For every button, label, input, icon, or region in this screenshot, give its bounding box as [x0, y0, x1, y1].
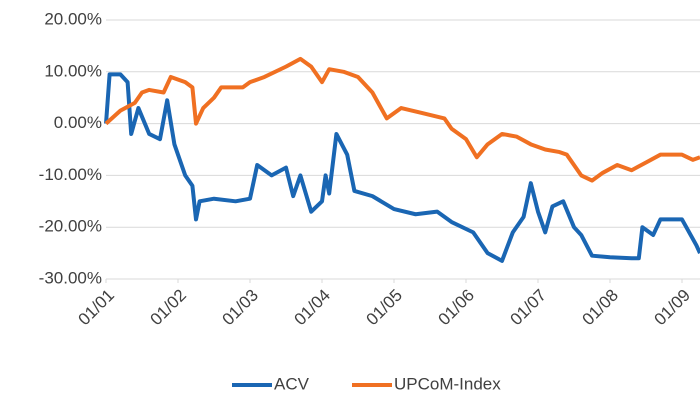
y-tick-label: -20.00% — [39, 217, 102, 236]
x-tick-label: 01/09 — [650, 286, 694, 330]
plot-area — [104, 56, 700, 263]
y-tick-label: 10.00% — [44, 61, 102, 80]
x-tick-label: 01/07 — [506, 286, 550, 330]
x-tick-label: 01/01 — [74, 286, 118, 330]
y-tick-label: -30.00% — [39, 268, 102, 287]
x-tick-label: 01/04 — [290, 286, 334, 330]
x-tick-label: 01/02 — [146, 286, 190, 330]
x-tick-label: 01/05 — [362, 286, 406, 330]
y-tick-label: 20.00% — [44, 9, 102, 28]
legend-label: ACV — [274, 374, 310, 393]
x-tick-label: 01/06 — [434, 286, 478, 330]
x-tick-label: 01/08 — [578, 286, 622, 330]
y-tick-label: 0.00% — [54, 113, 102, 132]
y-tick-label: -10.00% — [39, 165, 102, 184]
legend-label: UPCoM-Index — [394, 374, 501, 393]
series-line — [104, 56, 700, 183]
x-tick-label: 01/03 — [218, 286, 262, 330]
series-line — [104, 72, 700, 263]
